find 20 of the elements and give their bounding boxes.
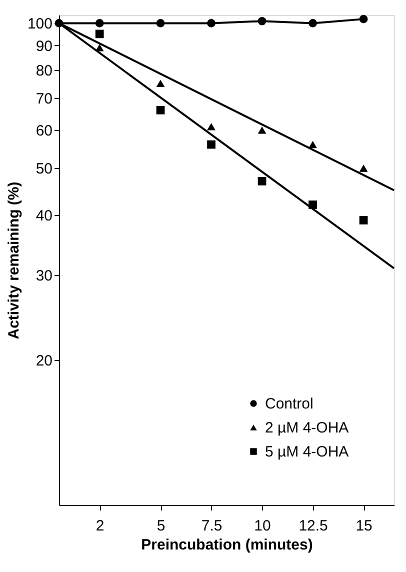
y-tick-label: 70 <box>36 90 52 108</box>
legend-label: 5 µM 4-OHA <box>265 444 349 460</box>
x-tick-label: 2 <box>96 518 104 534</box>
x-tick-label: 7.5 <box>201 518 222 534</box>
x-axis-title: Preincubation (minutes) <box>141 536 313 554</box>
y-tick-label: 60 <box>36 122 52 140</box>
y-tick-label: 30 <box>36 268 52 285</box>
x-tick-label: 12.5 <box>298 518 328 534</box>
x-tick-label: 10 <box>254 518 271 534</box>
x-tick-label: 15 <box>356 518 372 534</box>
legend-label: 2 µM 4-OHA <box>265 420 349 436</box>
y-tick-label: 90 <box>36 38 52 55</box>
legend-label: Control <box>265 396 314 412</box>
y-tick-label: 20 <box>36 352 52 370</box>
y-tick-label: 50 <box>36 160 52 178</box>
y-tick-label: 100 <box>27 16 52 33</box>
y-axis-title: Activity remaining (%) <box>5 182 22 340</box>
x-tick-label: 5 <box>156 518 166 534</box>
y-tick-label: 80 <box>36 62 52 80</box>
y-tick-label: 40 <box>36 207 52 224</box>
